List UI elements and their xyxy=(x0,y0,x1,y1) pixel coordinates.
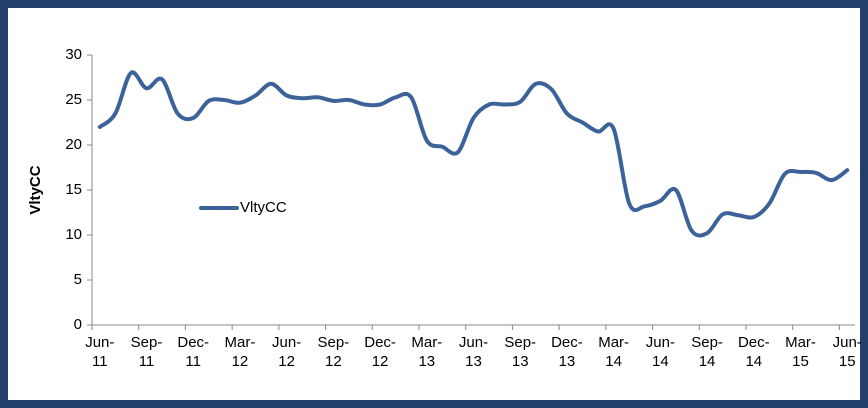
y-tick-label: 30 xyxy=(65,46,82,63)
y-tick-label: 25 xyxy=(65,91,82,108)
x-tick-label: Mar-12 xyxy=(225,334,256,370)
x-tick-label: Sep-12 xyxy=(318,334,350,370)
x-tick-label: Jun-14 xyxy=(646,334,675,370)
x-tick-label: Jun-15 xyxy=(833,334,862,370)
line-series xyxy=(97,70,850,238)
y-tick-label: 10 xyxy=(65,226,82,243)
x-tick-label: Jun-13 xyxy=(459,334,488,370)
x-tick-label: Dec-14 xyxy=(738,334,770,370)
y-tick-label: 20 xyxy=(65,136,82,153)
x-tick-label: Mar-14 xyxy=(598,334,629,370)
y-axis-title: VltyCC xyxy=(27,165,44,214)
y-tick-label: 15 xyxy=(65,181,82,198)
x-tick-label: Dec-12 xyxy=(364,334,396,370)
x-tick-label: Mar-13 xyxy=(411,334,442,370)
legend-label: VltyCC xyxy=(240,199,287,216)
x-tick-label: Sep-14 xyxy=(691,334,723,370)
y-tick-label: 0 xyxy=(74,316,82,333)
x-tick-label: Jun-12 xyxy=(272,334,301,370)
x-tick-label: Dec-11 xyxy=(177,334,209,370)
x-tick-label: Sep-13 xyxy=(504,334,536,370)
y-tick-label: 5 xyxy=(74,271,82,288)
x-tick-label: Jun-11 xyxy=(85,334,114,370)
x-tick-label: Sep-11 xyxy=(131,334,163,370)
x-tick-label: Mar-15 xyxy=(785,334,816,370)
x-tick-label: Dec-13 xyxy=(551,334,583,370)
